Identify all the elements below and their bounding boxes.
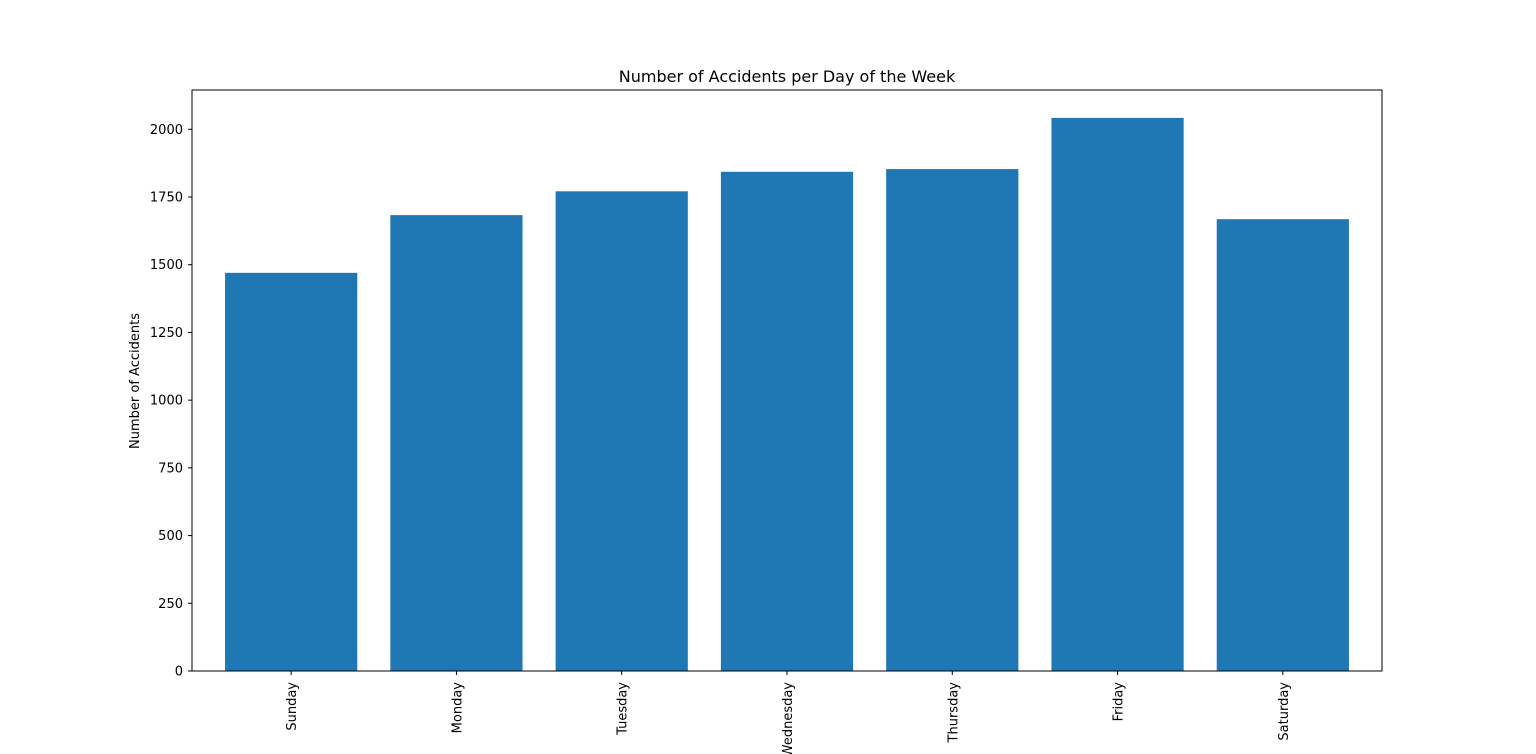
bar-monday [390,215,523,671]
x-tick-label: Friday [1112,682,1127,722]
x-tick-label: Thursday [946,682,961,744]
bar-thursday [886,169,1019,671]
x-tick-label: Monday [450,682,465,734]
plot-area [191,89,1383,672]
bar-sunday [225,272,358,671]
y-axis: 0 250 500 750 1000 1250 1500 1750 2000 [150,123,192,680]
y-tick-label: 1500 [150,258,183,273]
y-tick-label: 500 [158,529,183,544]
y-tick-label: 0 [175,665,183,680]
bars-group [225,117,1349,672]
x-tick-label: Wednesday [781,682,796,754]
bar-wednesday [720,171,854,672]
y-tick-label: 1000 [150,394,183,409]
y-axis-label: Number of Accidents [128,313,143,449]
y-tick-label: 750 [158,461,183,476]
y-tick-label: 1750 [150,190,183,205]
x-axis: Sunday Monday Tuesday Wednesday Thursday Frid… [285,671,1292,754]
x-tick-label: Tuesday [616,682,631,736]
chart-title: Number of Accidents per Day of the Week [619,67,956,86]
bar-friday [1051,117,1184,671]
bar-saturday [1216,219,1349,671]
x-tick-label: Saturday [1277,682,1292,741]
bar-tuesday [555,191,688,672]
y-tick-label: 1250 [150,326,183,341]
y-tick-label: 250 [158,597,183,612]
y-tick-label: 2000 [150,123,183,138]
x-tick-label: Sunday [285,682,300,731]
